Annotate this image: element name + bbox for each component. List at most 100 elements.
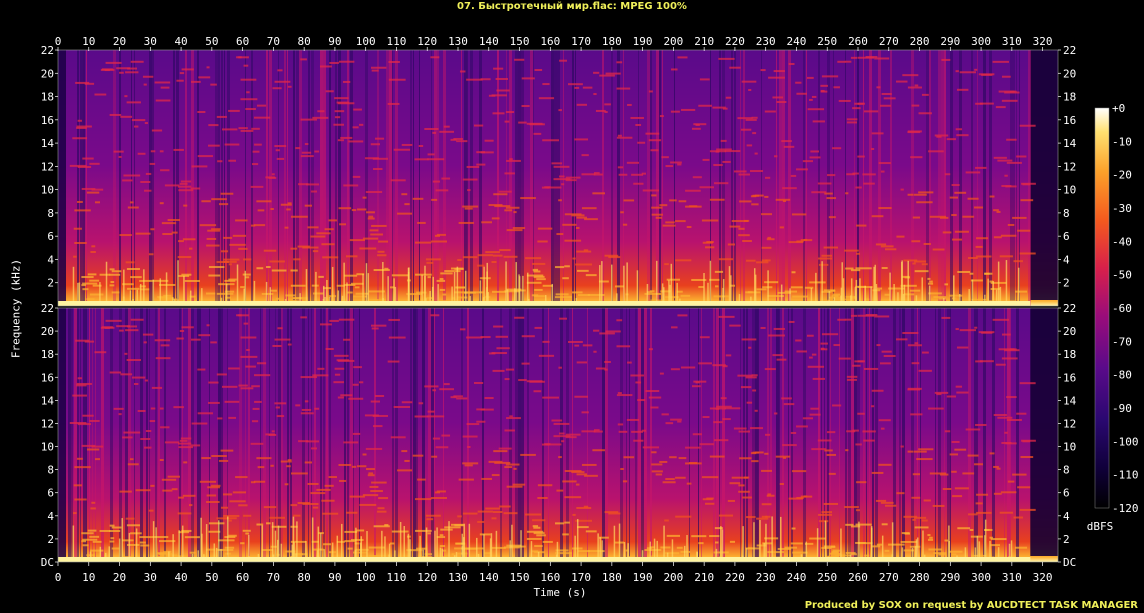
x-tick-top-240: 240 [787,35,807,48]
y-tick-left-ch1-10: 10 [41,184,54,197]
x-tick-top-220: 220 [725,35,745,48]
x-tick-top-30: 30 [144,35,157,48]
y-tick-right-ch2-16: 16 [1063,371,1076,384]
x-tick-bottom-10: 10 [82,571,95,584]
y-tick-left-ch2-2: 2 [47,533,54,546]
colorbar-ticks: +0 -10 -20 -30 -40 -50 -60 -70 -80 -90 -100 -110 -12… [1112,102,1139,515]
x-tick-bottom-70: 70 [267,571,280,584]
y-tick-left-ch1-14: 14 [41,137,55,150]
y-tick-right-ch2-4: 4 [1063,510,1070,523]
x-tick-top-80: 80 [298,35,311,48]
x-tick-bottom-260: 260 [848,571,868,584]
y-tick-right-ch2-2: 2 [1063,533,1070,546]
x-tick-top-40: 40 [174,35,187,48]
chart-title: 07. Быстротечный мир.flac: MPEG 100% [457,1,687,12]
x-tick-bottom-150: 150 [510,571,530,584]
x-tick-top-170: 170 [571,35,591,48]
x-tick-bottom-60: 60 [236,571,249,584]
y-tick-right-ch1-20: 20 [1063,67,1076,80]
colorbar-tick--20: -20 [1112,169,1132,182]
x-tick-bottom-0: 0 [55,571,62,584]
x-tick-top-320: 320 [1033,35,1053,48]
y-tick-right-ch2-22: 22 [1063,302,1076,315]
y-tick-left-ch1-2: 2 [47,277,54,290]
x-tick-top-190: 190 [633,35,653,48]
colorbar [1094,107,1110,509]
x-tick-bottom-290: 290 [940,571,960,584]
x-tick-top-50: 50 [205,35,218,48]
x-tick-bottom-40: 40 [174,571,187,584]
axis-ticks: 0 0 10 10 20 20 30 30 40 40 50 50 60 60 70 70 80 80 90 90 10… [41,35,1077,584]
x-tick-bottom-80: 80 [298,571,311,584]
x-tick-top-210: 210 [694,35,714,48]
x-tick-top-110: 110 [387,35,407,48]
x-tick-top-290: 290 [940,35,960,48]
y-tick-right-ch1-4: 4 [1063,253,1070,266]
x-tick-bottom-250: 250 [817,571,837,584]
colorbar-tick--50: -50 [1112,269,1132,282]
x-tick-bottom-310: 310 [1002,571,1022,584]
y-tick-right-ch2-18: 18 [1063,348,1076,361]
y-tick-left-ch2-4: 4 [47,510,54,523]
y-tick-left-ch1-12: 12 [41,160,54,173]
x-tick-top-310: 310 [1002,35,1022,48]
x-tick-bottom-30: 30 [144,571,157,584]
colorbar-tick--90: -90 [1112,402,1132,415]
x-tick-bottom-320: 320 [1033,571,1053,584]
y-tick-left-ch1-16: 16 [41,114,54,127]
colorbar-tick--80: -80 [1112,369,1132,382]
y-axis-label: Frequency (kHz) [9,258,23,359]
y-tick-left-ch2-DC: DC [41,556,54,569]
x-tick-bottom-240: 240 [787,571,807,584]
x-tick-top-100: 100 [356,35,376,48]
x-tick-top-150: 150 [510,35,530,48]
x-tick-bottom-170: 170 [571,571,591,584]
x-tick-top-0: 0 [55,35,62,48]
colorbar-tick--110: -110 [1112,469,1139,482]
x-tick-top-260: 260 [848,35,868,48]
x-tick-bottom-20: 20 [113,571,126,584]
colorbar-tick--60: -60 [1112,302,1132,315]
colorbar-tick-+0: +0 [1112,102,1125,115]
x-tick-top-230: 230 [756,35,776,48]
y-tick-left-ch2-8: 8 [47,464,54,477]
x-tick-bottom-50: 50 [205,571,218,584]
x-tick-bottom-220: 220 [725,571,745,584]
x-tick-top-90: 90 [328,35,341,48]
y-tick-right-ch1-18: 18 [1063,91,1076,104]
y-tick-left-ch2-10: 10 [41,441,54,454]
y-tick-right-ch1-6: 6 [1063,230,1070,243]
x-tick-bottom-90: 90 [328,571,341,584]
y-tick-right-ch2-8: 8 [1063,464,1070,477]
y-tick-left-ch1-20: 20 [41,67,54,80]
y-tick-left-ch2-20: 20 [41,325,54,338]
x-tick-bottom-180: 180 [602,571,622,584]
y-tick-left-ch1-22: 22 [41,44,54,57]
x-tick-bottom-160: 160 [540,571,560,584]
y-tick-right-ch1-16: 16 [1063,114,1076,127]
y-tick-right-ch1-10: 10 [1063,184,1076,197]
colorbar-tick--10: -10 [1112,135,1132,148]
colorbar-tick--120: -120 [1112,502,1139,515]
y-tick-left-ch2-16: 16 [41,371,54,384]
x-tick-top-200: 200 [663,35,683,48]
x-tick-top-270: 270 [879,35,899,48]
y-tick-right-ch1-12: 12 [1063,160,1076,173]
x-tick-bottom-100: 100 [356,571,376,584]
x-tick-bottom-300: 300 [971,571,991,584]
x-tick-bottom-120: 120 [417,571,437,584]
x-tick-bottom-190: 190 [633,571,653,584]
y-tick-right-ch2-10: 10 [1063,441,1076,454]
x-axis-label: Time (s) [533,586,587,599]
x-tick-bottom-130: 130 [448,571,468,584]
y-tick-left-ch2-12: 12 [41,417,54,430]
x-tick-top-10: 10 [82,35,95,48]
x-tick-top-160: 160 [540,35,560,48]
x-tick-top-280: 280 [910,35,930,48]
y-tick-left-ch1-18: 18 [41,91,54,104]
y-tick-right-ch1-22: 22 [1063,44,1076,57]
colorbar-tick--100: -100 [1112,435,1139,448]
y-tick-right-ch2-6: 6 [1063,487,1070,500]
footer-credit: Produced by SOX on request by AUCDTECT T… [804,600,1138,611]
